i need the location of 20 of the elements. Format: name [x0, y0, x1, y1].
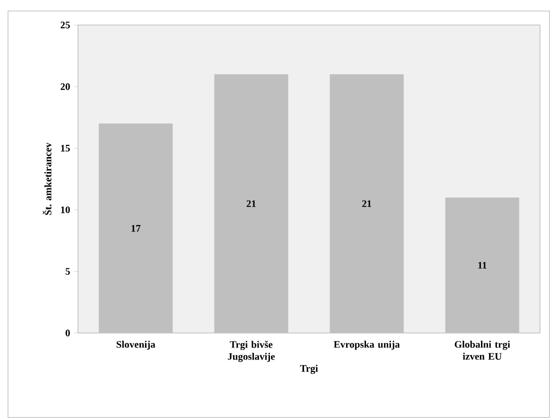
data-label: 11	[478, 262, 486, 269]
bar	[445, 197, 520, 333]
bar	[98, 124, 173, 333]
bar	[214, 74, 288, 333]
y-tick-label: 10	[61, 206, 70, 214]
y-tick-label: 25	[60, 22, 70, 28]
x-tick-label: Evropska unija	[334, 340, 400, 350]
y-tick-label: 5	[66, 268, 70, 275]
y-tick-label: 0	[66, 330, 70, 336]
data-label: 21	[362, 200, 372, 207]
bar	[330, 74, 404, 333]
x-axis-title: Trgi	[300, 364, 318, 374]
x-tick-label: Trgi bivše Jugoslavije	[228, 340, 275, 362]
y-axis-title: Št. amketirancev	[42, 142, 52, 215]
data-label: 17	[132, 224, 140, 232]
x-tick-label: Globalni trgi izven EU	[454, 340, 510, 360]
data-label: 21	[246, 200, 256, 207]
y-tick-label: 20	[60, 83, 70, 90]
x-tick-label: Slovenija	[116, 340, 156, 350]
y-tick-label: 15	[61, 144, 70, 152]
